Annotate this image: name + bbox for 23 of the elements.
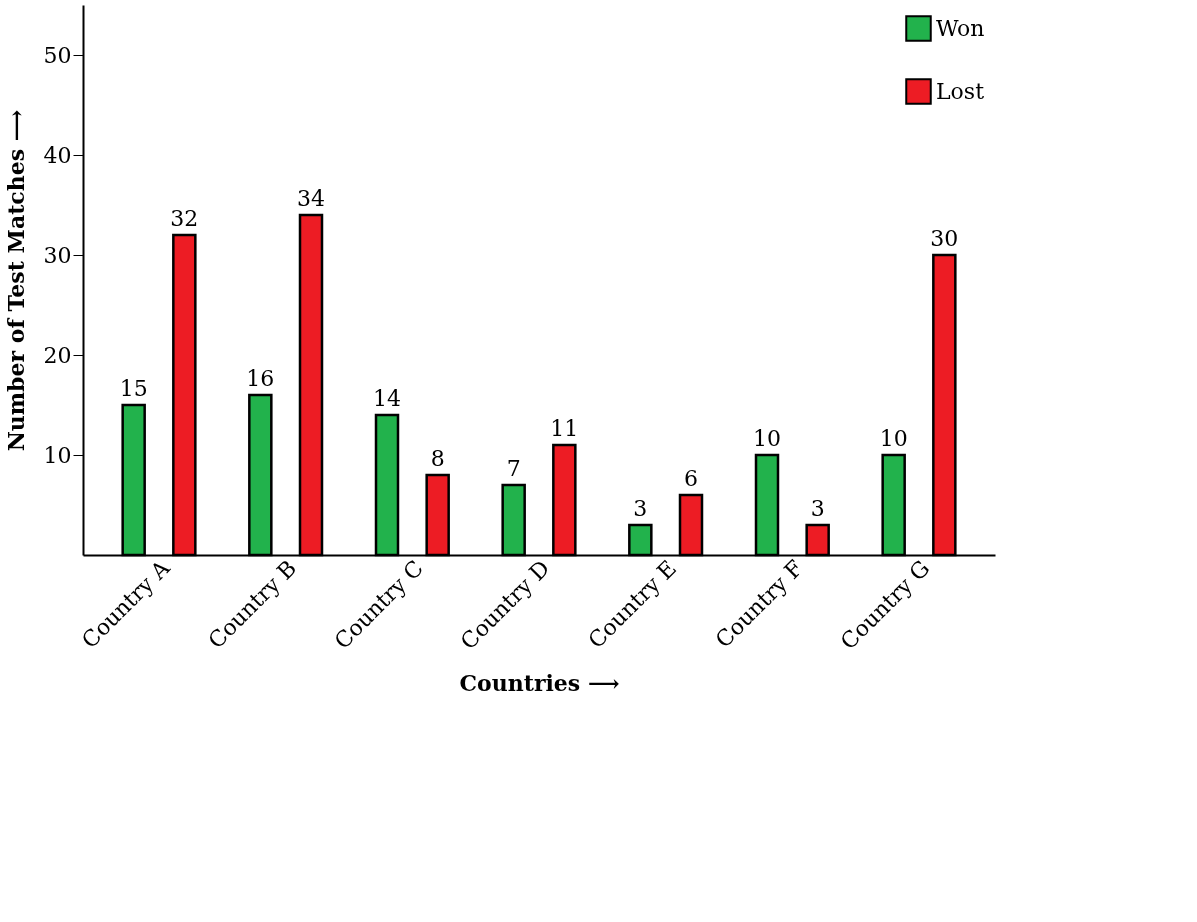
data-label: 7 [506,456,521,481]
y-axis-title: Number of Test Matches ⟶ [2,109,29,452]
data-label: 16 [246,366,275,391]
legend-label: Won [936,15,985,41]
y-tick-label: 10 [43,442,72,468]
data-label: 30 [930,226,959,251]
data-label: 14 [373,386,401,411]
data-label: 15 [119,376,148,401]
y-tick-label: 40 [43,142,72,168]
legend-label: Lost [936,78,985,104]
x-axis-title: Countries ⟶ [459,669,620,696]
data-label: 10 [879,426,908,451]
y-tick-label: 30 [43,242,72,268]
data-label: 3 [633,496,648,521]
data-label: 8 [430,446,445,471]
data-label: 10 [753,426,781,451]
y-tick-label: 50 [43,42,72,68]
data-label: 34 [297,186,325,211]
data-label: 6 [684,466,698,491]
data-label: 11 [550,416,579,441]
y-tick-label: 20 [43,342,72,368]
data-label: 3 [810,496,825,521]
data-label: 32 [170,206,199,231]
